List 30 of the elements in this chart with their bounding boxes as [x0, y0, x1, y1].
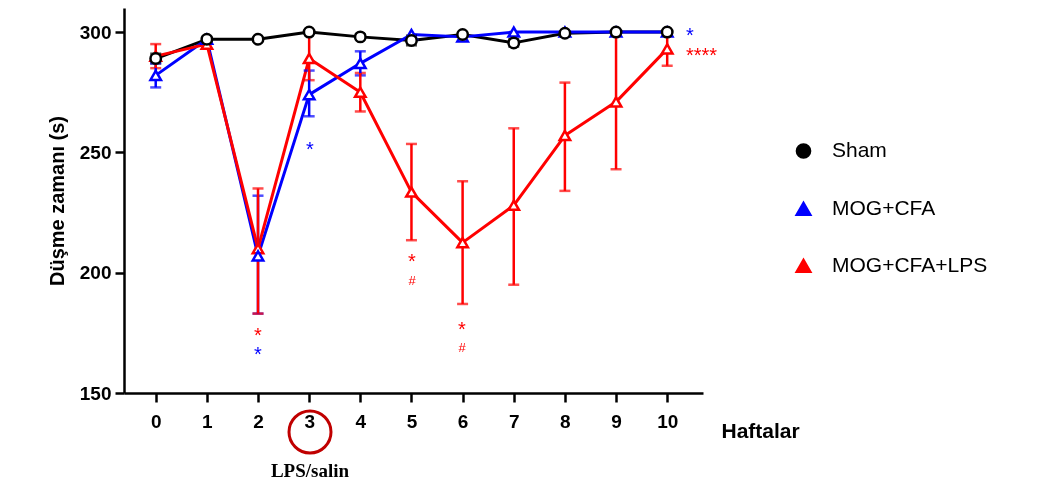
y-tick-label: 150	[79, 382, 112, 404]
x-tick-label: 8	[560, 410, 571, 432]
legend-label: MOG+CFA	[832, 196, 936, 219]
annotation: *	[254, 343, 263, 365]
x-tick-label: 0	[150, 410, 162, 432]
x-tick-label: 7	[508, 410, 520, 432]
x-tick-label: 4	[355, 410, 367, 432]
legend-label: Sham	[832, 138, 887, 161]
x-axis-title: Haftalar	[721, 418, 800, 442]
x-tick-label: 5	[406, 410, 418, 432]
x-tick-label: 1	[202, 410, 214, 432]
legend-label: MOG+CFA+LPS	[832, 253, 988, 276]
annotation: *	[408, 250, 417, 272]
annotation: *	[686, 24, 694, 46]
y-tick-label: 250	[79, 141, 112, 163]
annotation: *	[458, 318, 467, 340]
annotation: *	[254, 324, 263, 346]
x-tick-label: 2	[253, 410, 264, 432]
y-axis-title: Düşme zamanı (s)	[45, 115, 68, 287]
x-tick-label: 6	[457, 410, 469, 432]
x-tick-label: 9	[611, 410, 622, 432]
y-tick-label: 200	[79, 262, 112, 284]
annotation: *	[306, 138, 315, 160]
annotation: #	[408, 273, 417, 288]
x-tick-label: 3	[304, 410, 315, 432]
annotation: #	[458, 340, 467, 355]
annotation: ****	[686, 44, 718, 66]
y-tick-label: 300	[79, 21, 112, 43]
x-tick-label: 10	[657, 410, 679, 432]
text: LPS/salin	[270, 460, 350, 481]
